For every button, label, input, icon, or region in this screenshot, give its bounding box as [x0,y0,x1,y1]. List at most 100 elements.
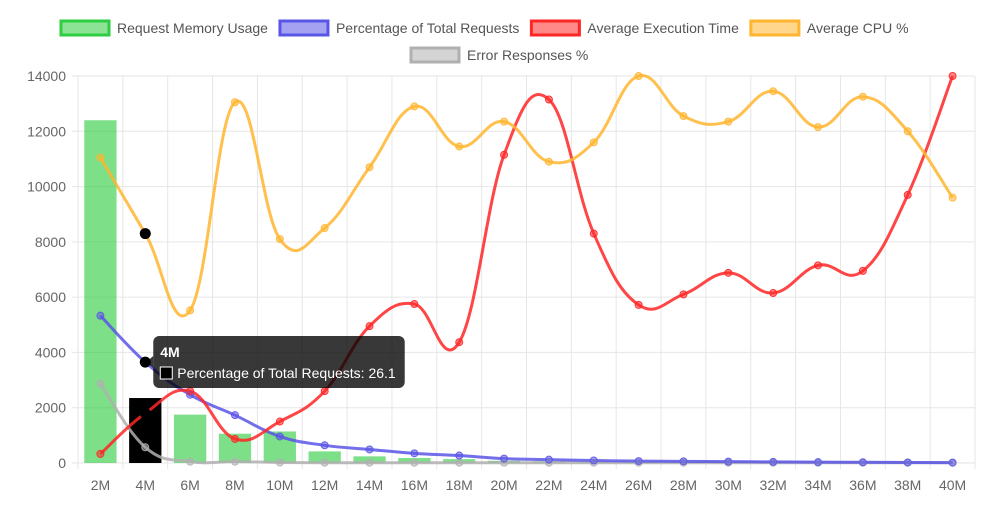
x-tick-label: 2M [91,477,110,493]
legend-swatch [749,19,801,37]
data-point [858,92,867,101]
point-markers [96,72,957,467]
data-point [275,432,284,441]
data-point [948,458,957,467]
data-point [769,288,778,297]
data-point [410,458,419,467]
data-point [365,458,374,467]
legend-swatch [59,19,111,37]
data-point [230,411,239,420]
data-point [365,163,374,172]
data-point [948,193,957,202]
data-point [544,95,553,104]
data-point [139,228,151,240]
x-tick-label: 38M [894,477,921,493]
legend-label: Average CPU % [807,20,909,36]
data-point [410,102,419,111]
chart-tooltip: 4M Percentage of Total Requests: 26.1 [146,336,405,388]
bar [173,414,207,463]
x-tick-label: 14M [356,477,383,493]
legend-label: Percentage of Total Requests [336,20,519,36]
data-point [96,379,105,388]
series-line [99,74,954,318]
x-tick-label: 4M [136,477,155,493]
data-point [186,387,195,396]
data-point [724,457,733,466]
y-tick-label: 8000 [35,234,66,250]
data-point [814,458,823,467]
data-point [544,157,553,166]
x-tick-label: 40M [939,477,966,493]
data-point [903,127,912,136]
legend-label: Request Memory Usage [117,20,268,36]
data-point [275,235,284,244]
data-point [544,455,553,464]
data-point [320,441,329,450]
data-point [634,72,643,80]
chart-grid: 0 2000 4000 6000 8000 10000 12000 14000 2M 4M 6M 8M… [27,68,976,493]
data-point [769,457,778,466]
data-point [455,142,464,151]
data-point [230,457,239,466]
data-point [455,338,464,347]
y-tick-label: 0 [58,455,66,471]
data-point [858,458,867,467]
data-point [634,300,643,309]
data-point [679,290,688,299]
data-point [858,266,867,275]
data-point [455,458,464,467]
data-point [500,117,509,126]
data-point [679,457,688,466]
data-point [634,457,643,466]
y-tick-label: 14000 [27,68,66,84]
x-tick-label: 36M [849,477,876,493]
data-point [230,98,239,107]
x-tick-label: 28M [670,477,697,493]
data-point [139,407,151,419]
data-point [96,449,105,458]
x-tick-label: 20M [490,477,517,493]
legend-swatch [529,19,581,37]
data-point [903,458,912,467]
data-point [320,458,329,467]
data-point [96,153,105,162]
x-tick-label: 18M [446,477,473,493]
legend-label: Error Responses % [467,47,588,63]
data-point [455,451,464,460]
tooltip-caret [146,356,154,368]
chart-legend[interactable]: Request Memory Usage Percentage of Total … [59,19,909,64]
data-point [769,87,778,96]
x-tick-label: 22M [535,477,562,493]
y-tick-label: 10000 [27,179,66,195]
data-point [365,445,374,454]
data-point [230,434,239,443]
data-point [589,138,598,147]
tooltip-title: 4M [160,344,179,360]
x-tick-label: 26M [625,477,652,493]
data-point [365,322,374,331]
tooltip-box [153,336,405,388]
data-point [724,268,733,277]
data-point [186,306,195,315]
y-tick-label: 2000 [35,400,66,416]
x-tick-label: 16M [401,477,428,493]
tooltip-swatch [159,366,173,380]
data-point [410,449,419,458]
bar [84,120,117,463]
x-tick-label: 24M [580,477,607,493]
data-point [96,311,105,320]
x-tick-label: 10M [266,477,293,493]
legend-swatch [278,19,330,37]
legend-swatch [409,46,461,64]
x-tick-label: 8M [225,477,244,493]
data-point [814,261,823,270]
y-tick-label: 12000 [27,123,66,139]
tooltip-body: Percentage of Total Requests: 26.1 [177,365,396,381]
data-point [141,443,150,452]
data-point [500,454,509,463]
data-point [500,150,509,159]
data-point [275,417,284,426]
data-point [320,387,329,396]
data-point [903,190,912,199]
